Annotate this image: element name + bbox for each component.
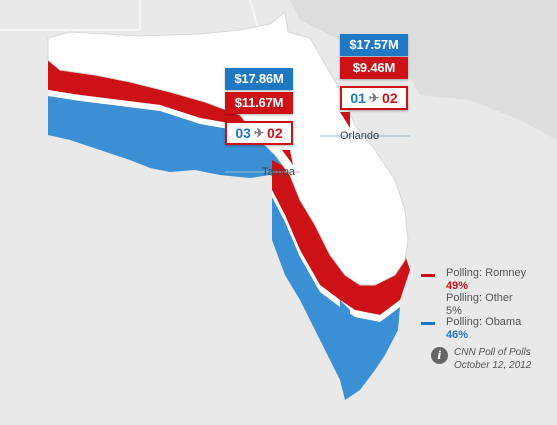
background-land — [0, 0, 557, 140]
legend-other: Polling: Other 5% — [446, 292, 513, 318]
tampa-marker-stem — [282, 150, 293, 165]
city-label-orlando: Orlando — [340, 130, 380, 142]
legend-romney-pct: 49% — [446, 280, 469, 292]
source-line-2: October 12, 2012 — [454, 360, 532, 371]
orlando-visits[interactable]: 01 ✈ 02 — [340, 86, 408, 110]
city-label-tampa: Tampa — [262, 166, 296, 178]
tampa-obama-spend[interactable]: $17.86M — [225, 68, 293, 90]
keys-blue — [340, 300, 350, 360]
orlando-romney-spend[interactable]: $9.46M — [340, 57, 408, 79]
legend-romney-swatch — [421, 274, 435, 277]
plane-icon: ✈ — [368, 91, 380, 105]
plane-icon: ✈ — [253, 126, 265, 140]
peninsula-blue-wall — [272, 197, 400, 400]
tampa-romney-spend[interactable]: $11.67M — [225, 92, 293, 114]
panhandle-other-strip — [48, 90, 282, 156]
panhandle-blue-wall — [48, 96, 282, 180]
legend-romney-label: Polling: Romney — [446, 267, 527, 279]
legend-other-label: Polling: Other — [446, 292, 513, 304]
tampa-visits[interactable]: 03 ✈ 02 — [225, 121, 293, 145]
legend-obama-pct: 46% — [446, 329, 469, 341]
legend-other-pct: 5% — [446, 305, 462, 317]
info-icon[interactable]: i — [431, 347, 448, 364]
orlando-romney-visits: 02 — [382, 90, 398, 106]
legend-obama-swatch — [421, 322, 435, 325]
legend-obama: Polling: Obama 46% — [446, 316, 521, 342]
orlando-marker-stem — [340, 112, 350, 128]
florida-top-surface — [47, 11, 409, 286]
tampa-romney-visits: 02 — [267, 125, 283, 141]
orlando-obama-visits: 01 — [350, 90, 366, 106]
state-border-line — [0, 0, 261, 36]
source-line-1: CNN Poll of Polls — [454, 347, 531, 358]
tampa-obama-visits: 03 — [235, 125, 251, 141]
source-note: CNN Poll of Polls October 12, 2012 — [454, 346, 531, 372]
legend-obama-label: Polling: Obama — [446, 316, 522, 328]
legend-romney: Polling: Romney 49% — [446, 267, 526, 293]
orlando-obama-spend[interactable]: $17.57M — [340, 34, 408, 56]
